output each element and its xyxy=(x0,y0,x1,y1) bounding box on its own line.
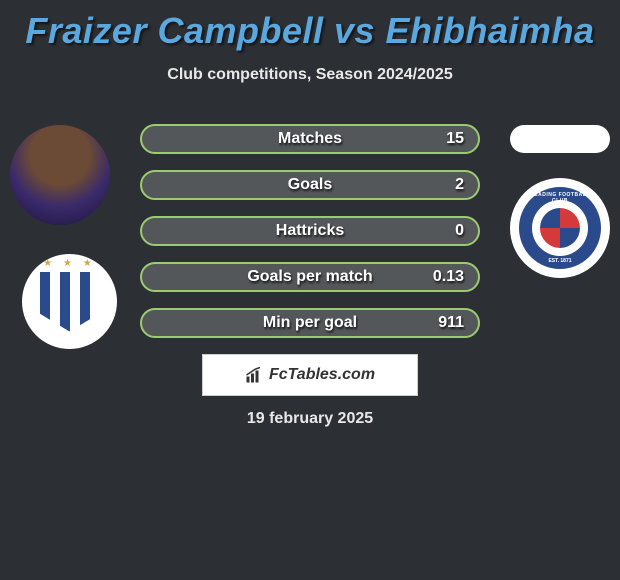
stats-container: Matches 15 Goals 2 Hattricks 0 Goals per… xyxy=(140,124,480,354)
stat-label: Matches xyxy=(278,130,342,148)
stat-value-right: 0.13 xyxy=(433,268,464,286)
date-text: 19 february 2025 xyxy=(0,410,620,428)
page-subtitle: Club competitions, Season 2024/2025 xyxy=(0,66,620,84)
stat-row: Matches 15 xyxy=(140,124,480,154)
site-logo-text: FcTables.com xyxy=(269,366,375,384)
club-left-crest: ★ ★ ★ xyxy=(40,272,100,332)
stat-row: Goals per match 0.13 xyxy=(140,262,480,292)
stat-row: Hattricks 0 xyxy=(140,216,480,246)
club-right-avatar: READING FOOTBALL CLUB EST. 1871 xyxy=(510,178,610,278)
page-title: Fraizer Campbell vs Ehibhaimha xyxy=(0,0,620,52)
club-left-avatar: ★ ★ ★ xyxy=(22,254,117,349)
bar-chart-icon xyxy=(245,366,263,384)
stat-value-right: 15 xyxy=(446,130,464,148)
crest-stripes-icon xyxy=(40,272,100,332)
stat-row: Goals 2 xyxy=(140,170,480,200)
site-logo[interactable]: FcTables.com xyxy=(202,354,418,396)
stat-label: Goals xyxy=(288,176,332,194)
crest-stars-icon: ★ ★ ★ xyxy=(40,258,100,269)
crest-ring-text-bottom: EST. 1871 xyxy=(522,258,598,264)
player-right-avatar xyxy=(510,125,610,153)
stat-value-right: 2 xyxy=(455,176,464,194)
stat-label: Hattricks xyxy=(276,222,344,240)
stat-label: Goals per match xyxy=(247,268,372,286)
crest-ring-text-top: READING FOOTBALL CLUB xyxy=(522,192,598,204)
stat-value-right: 911 xyxy=(438,314,464,332)
stat-row: Min per goal 911 xyxy=(140,308,480,338)
player-left-avatar xyxy=(10,125,110,225)
stat-value-right: 0 xyxy=(455,222,464,240)
crest-quadrants-icon xyxy=(540,208,580,248)
club-right-crest: READING FOOTBALL CLUB EST. 1871 xyxy=(519,187,601,269)
stat-label: Min per goal xyxy=(263,314,357,332)
